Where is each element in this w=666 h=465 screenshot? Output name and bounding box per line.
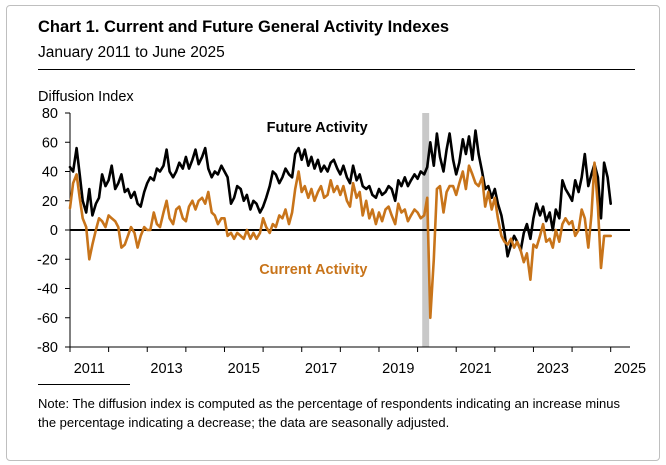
- y-tick-label: 20: [42, 194, 58, 210]
- chart-subtitle: January 2011 to June 2025: [38, 44, 225, 61]
- y-tick-label: 40: [42, 165, 58, 181]
- y-tick-label: -20: [37, 252, 58, 268]
- x-tick-label: 2025: [614, 361, 646, 377]
- x-tick-label: 2019: [382, 361, 414, 377]
- note-divider: [38, 384, 130, 385]
- chart-note: Note: The diffusion index is computed as…: [38, 396, 620, 430]
- series-line-current-activity: [68, 161, 612, 320]
- chart-title: Chart 1. Current and Future General Acti…: [38, 18, 450, 36]
- title-divider: [38, 69, 635, 70]
- y-tick-label: 80: [42, 106, 58, 122]
- x-tick-label: 2023: [537, 361, 569, 377]
- y-tick-label: -40: [37, 282, 58, 298]
- y-tick-label: -60: [37, 311, 58, 327]
- y-tick-label: 60: [42, 135, 58, 151]
- x-tick-label: 2021: [459, 361, 491, 377]
- y-tick-label: 0: [50, 223, 58, 239]
- annotation-current-activity: Current Activity: [259, 262, 367, 278]
- x-tick-label: 2013: [150, 361, 182, 377]
- x-tick-label: 2017: [305, 361, 337, 377]
- x-tick-label: 2015: [228, 361, 260, 377]
- chart-frame: [6, 5, 660, 461]
- annotation-future-activity: Future Activity: [267, 120, 368, 136]
- y-axis-label: Diffusion Index: [38, 89, 134, 105]
- y-tick-label: -80: [37, 340, 58, 356]
- x-tick-label: 2011: [74, 361, 105, 377]
